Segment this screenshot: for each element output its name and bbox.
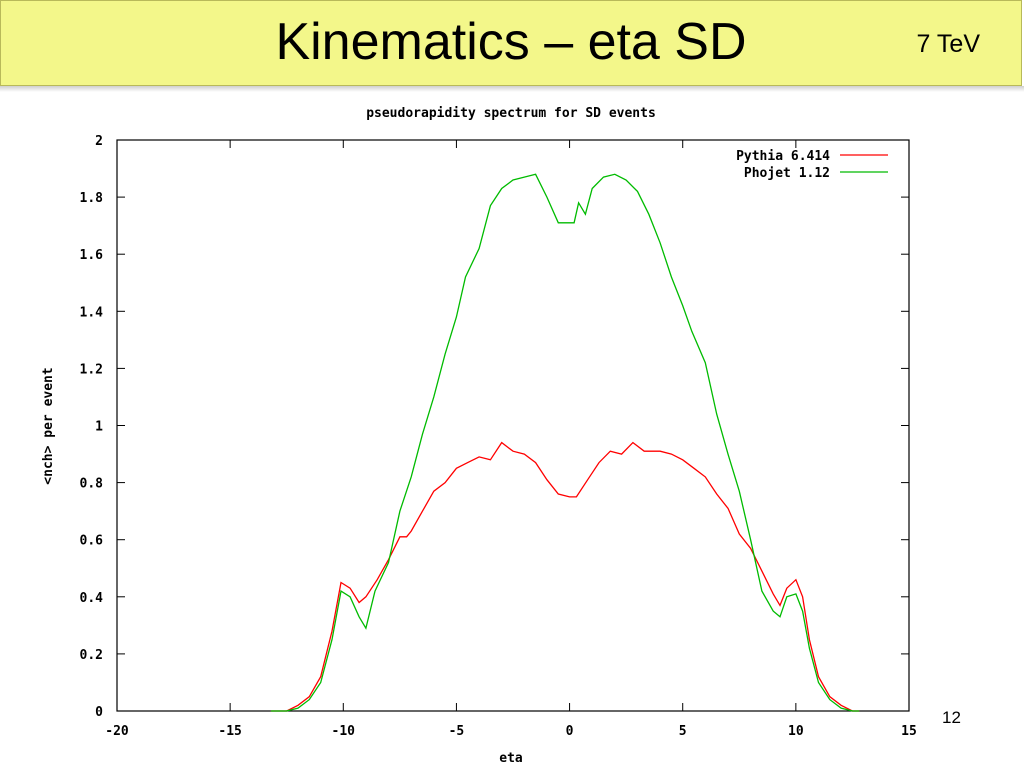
x-axis-label: eta: [499, 751, 523, 766]
y-tick-label: 2: [95, 134, 103, 149]
legend: Pythia 6.414 Phojet 1.12: [736, 149, 888, 181]
energy-label: 7 TeV: [916, 30, 980, 58]
y-axis-label: <nch> per event: [41, 367, 56, 484]
axes: -20 -15 -10 -5 0 5 10 15 0 0.2 0.4 0.6 0.8 1 1.2 1.4 1.6…: [80, 134, 917, 739]
y-tick-label: 0.2: [80, 648, 103, 663]
x-tick-label: -15: [218, 724, 241, 739]
x-tick-label: -10: [332, 724, 356, 739]
y-tick-label: 0.4: [80, 591, 104, 606]
y-tick-label: 0.8: [80, 477, 104, 492]
title-shadow: [0, 86, 1024, 92]
chart-title: pseudorapidity spectrum for SD events: [366, 106, 656, 121]
series-line-2: [270, 173, 860, 712]
y-tick-label: 1.2: [80, 362, 103, 377]
y-tick-label: 1.6: [80, 248, 104, 263]
x-tick-label: 0: [566, 724, 574, 739]
x-tick-label: -5: [449, 724, 465, 739]
legend-label-1: Pythia 6.414: [736, 149, 830, 164]
series-layer: [270, 173, 860, 712]
y-tick-label: 1.4: [80, 305, 104, 320]
x-tick-label: 5: [679, 724, 687, 739]
title-bar: [0, 0, 1022, 86]
series-line-1: [270, 441, 860, 712]
slide-number: 12: [942, 708, 961, 727]
x-tick-label: 10: [788, 724, 804, 739]
slide-title: Kinematics – eta SD: [275, 13, 747, 71]
x-tick-label: 15: [901, 724, 917, 739]
legend-label-2: Phojet 1.12: [744, 166, 830, 181]
y-tick-label: 1.8: [80, 191, 104, 206]
y-tick-label: 1: [95, 420, 103, 435]
y-tick-label: 0: [95, 705, 103, 720]
y-tick-label: 0.6: [80, 534, 104, 549]
x-tick-label: -20: [105, 724, 129, 739]
plot-frame: [116, 139, 910, 712]
